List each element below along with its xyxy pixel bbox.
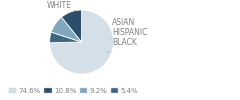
Text: HISPANIC: HISPANIC <box>109 28 147 39</box>
Text: BLACK: BLACK <box>107 38 137 53</box>
Text: ASIAN: ASIAN <box>108 18 135 31</box>
Legend: 74.6%, 10.8%, 9.2%, 5.4%: 74.6%, 10.8%, 9.2%, 5.4% <box>6 85 141 96</box>
Wedge shape <box>61 10 82 42</box>
Wedge shape <box>50 10 114 74</box>
Wedge shape <box>50 32 82 43</box>
Wedge shape <box>51 17 82 42</box>
Text: WHITE: WHITE <box>46 1 76 11</box>
